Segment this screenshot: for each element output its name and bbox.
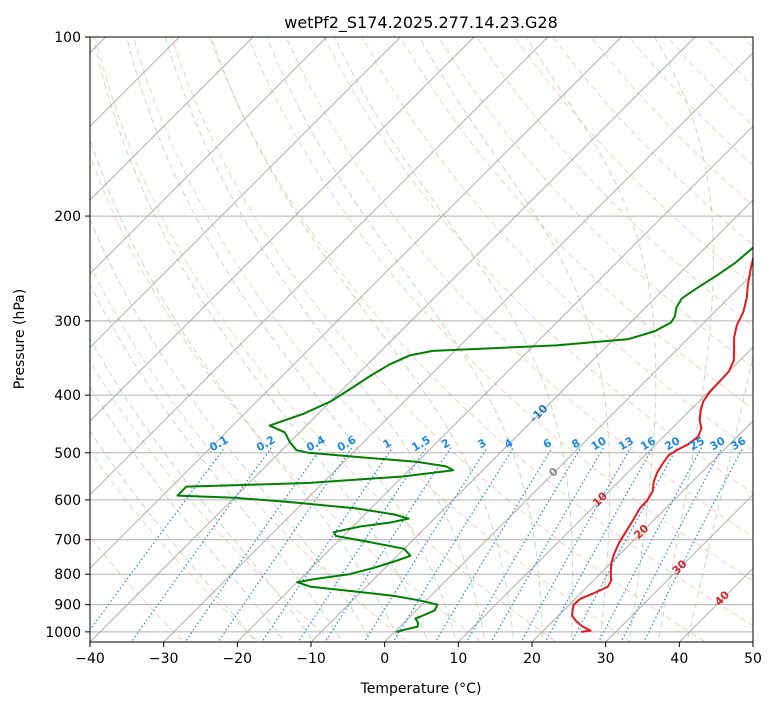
mixing-ratio-line [465,447,582,642]
dry-adiabat-line [90,360,334,642]
mixing-ratio-line [434,447,553,642]
x-tick-label: 20 [523,651,541,667]
mixing-ratio-line [261,447,394,642]
mixing-ratio-line [324,447,452,642]
isotherm-line [384,272,753,642]
y-tick-label: 300 [54,314,81,330]
isotherm-line [90,37,549,496]
dry-adiabats [90,37,753,642]
mixing-ratio-line [363,447,488,642]
y-tick-label: 1000 [45,625,81,641]
isotherm-line [90,37,696,642]
sounding-profiles [176,246,753,633]
isotherm-line [605,493,753,642]
reference-lines [90,37,753,642]
y-tick-label: 600 [54,493,81,509]
mixing-ratio-line [544,447,654,642]
dry-adiabat-line [285,37,753,538]
isotherm-line [90,37,254,201]
dry-adiabat-line [399,37,753,410]
y-tick-label: 200 [54,209,81,225]
mixing-ratio-line [620,447,723,642]
x-tick-label: 0 [380,651,389,667]
isotherm-line [90,37,622,570]
mixing-ratio-line [490,447,605,642]
dry-adiabat-line [323,37,753,495]
isotherm-line [90,37,401,349]
plot-frame [89,36,754,643]
y-axis-ticks: 100 200 300 400 500 600 700 800 900 1000 [45,30,90,641]
mixing-ratio-lines [90,447,744,642]
isotherm-line [90,37,328,275]
x-tick-label: 30 [597,651,615,667]
mixing-ratio-line [297,447,427,642]
dry-adiabat-line [361,37,753,452]
mixing-ratio-line [598,447,703,642]
isotherm-line [457,346,753,642]
dry-adiabat-line [437,37,753,368]
mixing-ratio-line [392,447,515,642]
plot-area [90,37,753,642]
isotherm-line [236,125,753,642]
mixing-ratio-line [184,447,322,642]
dry-adiabat-line [247,37,753,582]
y-tick-label: 100 [54,30,81,46]
mixing-ratio-line [130,447,272,642]
x-tick-label: 10 [449,651,467,667]
dry-adiabat-line [132,37,632,642]
mixing-ratio-line [217,447,353,642]
x-tick-label: 50 [744,651,762,667]
dry-adiabat-line [94,37,558,642]
x-tick-label: −30 [149,651,179,667]
mixing-ratio-line [520,447,632,642]
dry-adiabat-line [90,154,483,642]
x-tick-label: −40 [75,651,105,667]
pressure-gridlines [90,37,753,633]
y-tick-label: 900 [54,598,81,614]
y-tick-label: 800 [54,567,81,583]
y-tick-label: 700 [54,533,81,549]
isotherm-line [90,37,475,422]
isotherm-line [531,420,753,642]
dry-adiabat-line [90,450,260,642]
dry-adiabat-line [209,37,753,627]
temperature-profile-line [571,254,753,633]
x-tick-label: 40 [670,651,688,667]
mixing-ratio-line [90,447,226,631]
moist-adiabat-line [90,218,372,642]
y-axis-title: Pressure (hPa) [12,289,28,389]
x-tick-label: −20 [223,651,253,667]
y-tick-label: 500 [54,446,81,462]
dry-adiabat-line [170,37,707,642]
x-tick-label: −10 [296,651,326,667]
dewpoint-profile-line [176,246,753,633]
chart-title: wetPf2_S174.2025.277.14.23.G28 [284,13,558,33]
isotherm-line [163,51,753,642]
x-axis-title: Temperature (°C) [360,681,482,697]
x-axis-ticks: −40 −30 −20 −10 0 10 20 30 40 50 [75,642,762,667]
y-tick-label: 400 [54,388,81,404]
